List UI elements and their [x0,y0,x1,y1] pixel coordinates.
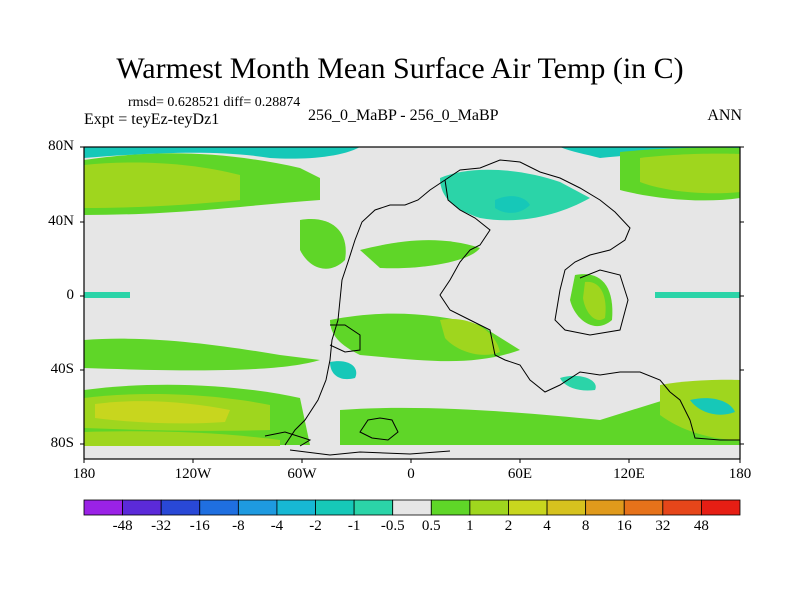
anomaly-region [84,162,240,208]
colorbar-swatch [469,499,509,516]
colorbar [83,499,741,516]
lon-tick-label: 120E [613,466,645,482]
anomaly-region [690,398,735,415]
colorbar-label: -16 [189,518,210,534]
anomaly-region [340,392,740,445]
colorbar-swatch [392,499,432,516]
axis-ticks [80,146,744,463]
coastline-path [359,417,399,441]
anomaly-region [360,240,480,269]
coastline-path [264,431,312,447]
lon-tick-label: 60E [507,466,533,482]
colorbar-swatch [430,499,471,516]
colorbar-swatch [353,499,394,516]
colorbar-label: -1 [347,518,361,534]
stats-label: rmsd= 0.628521 diff= 0.28874 [128,95,301,110]
colorbar-swatch [276,499,316,516]
colorbar-label: -32 [151,518,172,534]
anomaly-region [440,169,590,221]
colorbar-label: 48 [693,518,709,534]
anomaly-region [300,219,346,269]
lon-tick-label: 120W [174,466,212,482]
anomaly-region [330,361,357,380]
anomaly-region [84,338,320,371]
lon-tick-label: 180 [72,466,96,482]
map-title: Warmest Month Mean Surface Air Temp (in … [116,52,684,85]
lat-tick-label: 80S [50,435,74,451]
colorbar-swatch [237,499,278,516]
colorbar-label: -48 [112,518,133,534]
colorbar-swatch [662,499,702,516]
case-label: 256_0_MaBP - 256_0_MaBP [308,107,499,124]
anomaly-region [495,196,530,213]
colorbar-label: -2 [309,518,322,534]
lat-tick-label: 0 [66,287,75,303]
lat-tick-label: 40N [48,213,74,229]
colorbar-label: 1 [466,518,474,534]
coastlines [264,159,740,456]
colorbar-swatch [546,499,587,516]
anomaly-region [440,319,500,355]
coastline-path [669,391,740,441]
colorbar-label: 32 [655,518,671,534]
colorbar-swatch [160,499,201,516]
colorbar-label: 2 [504,518,513,534]
colorbar-label: -8 [232,518,245,534]
colorbar-swatch [83,499,123,516]
colorbar-label: 16 [616,518,632,534]
coastline-path [329,324,361,353]
colorbar-label: 4 [543,518,551,534]
lon-tick-label: 180 [728,466,752,482]
lat-tick-label: 40S [50,361,74,377]
colorbar-swatch [508,499,548,516]
coastline-path [444,159,631,336]
colorbar-swatch [623,499,664,516]
season-label: ANN [707,107,742,124]
lon-tick-label: 0 [407,466,415,482]
anomaly-region [660,379,740,440]
colorbar-label: -4 [270,518,284,534]
anomaly-region [95,401,230,424]
anomaly-region [655,292,740,298]
anomaly-region [640,153,740,194]
colorbar-swatch [199,499,239,516]
coastline-path [289,449,451,456]
lat-tick-label: 80N [48,138,74,154]
plot-frame [83,146,741,460]
anomaly-fields [84,147,740,446]
anomaly-region [84,147,360,159]
colorbar-label: 0.5 [421,518,441,534]
coastline-path [284,179,446,446]
anomaly-region [583,281,606,320]
colorbar-label: 8 [581,518,590,534]
lon-tick-label: 60W [287,466,317,482]
anomaly-region [84,431,280,446]
colorbar-label: -0.5 [380,518,405,534]
anomaly-region [84,292,130,298]
colorbar-swatch [122,499,162,516]
experiment-label: Expt = teyEz-teyDz1 [84,111,220,128]
colorbar-swatch [701,499,741,516]
colorbar-swatch [585,499,625,516]
colorbar-swatch [315,499,355,516]
coastline-path [439,179,671,393]
